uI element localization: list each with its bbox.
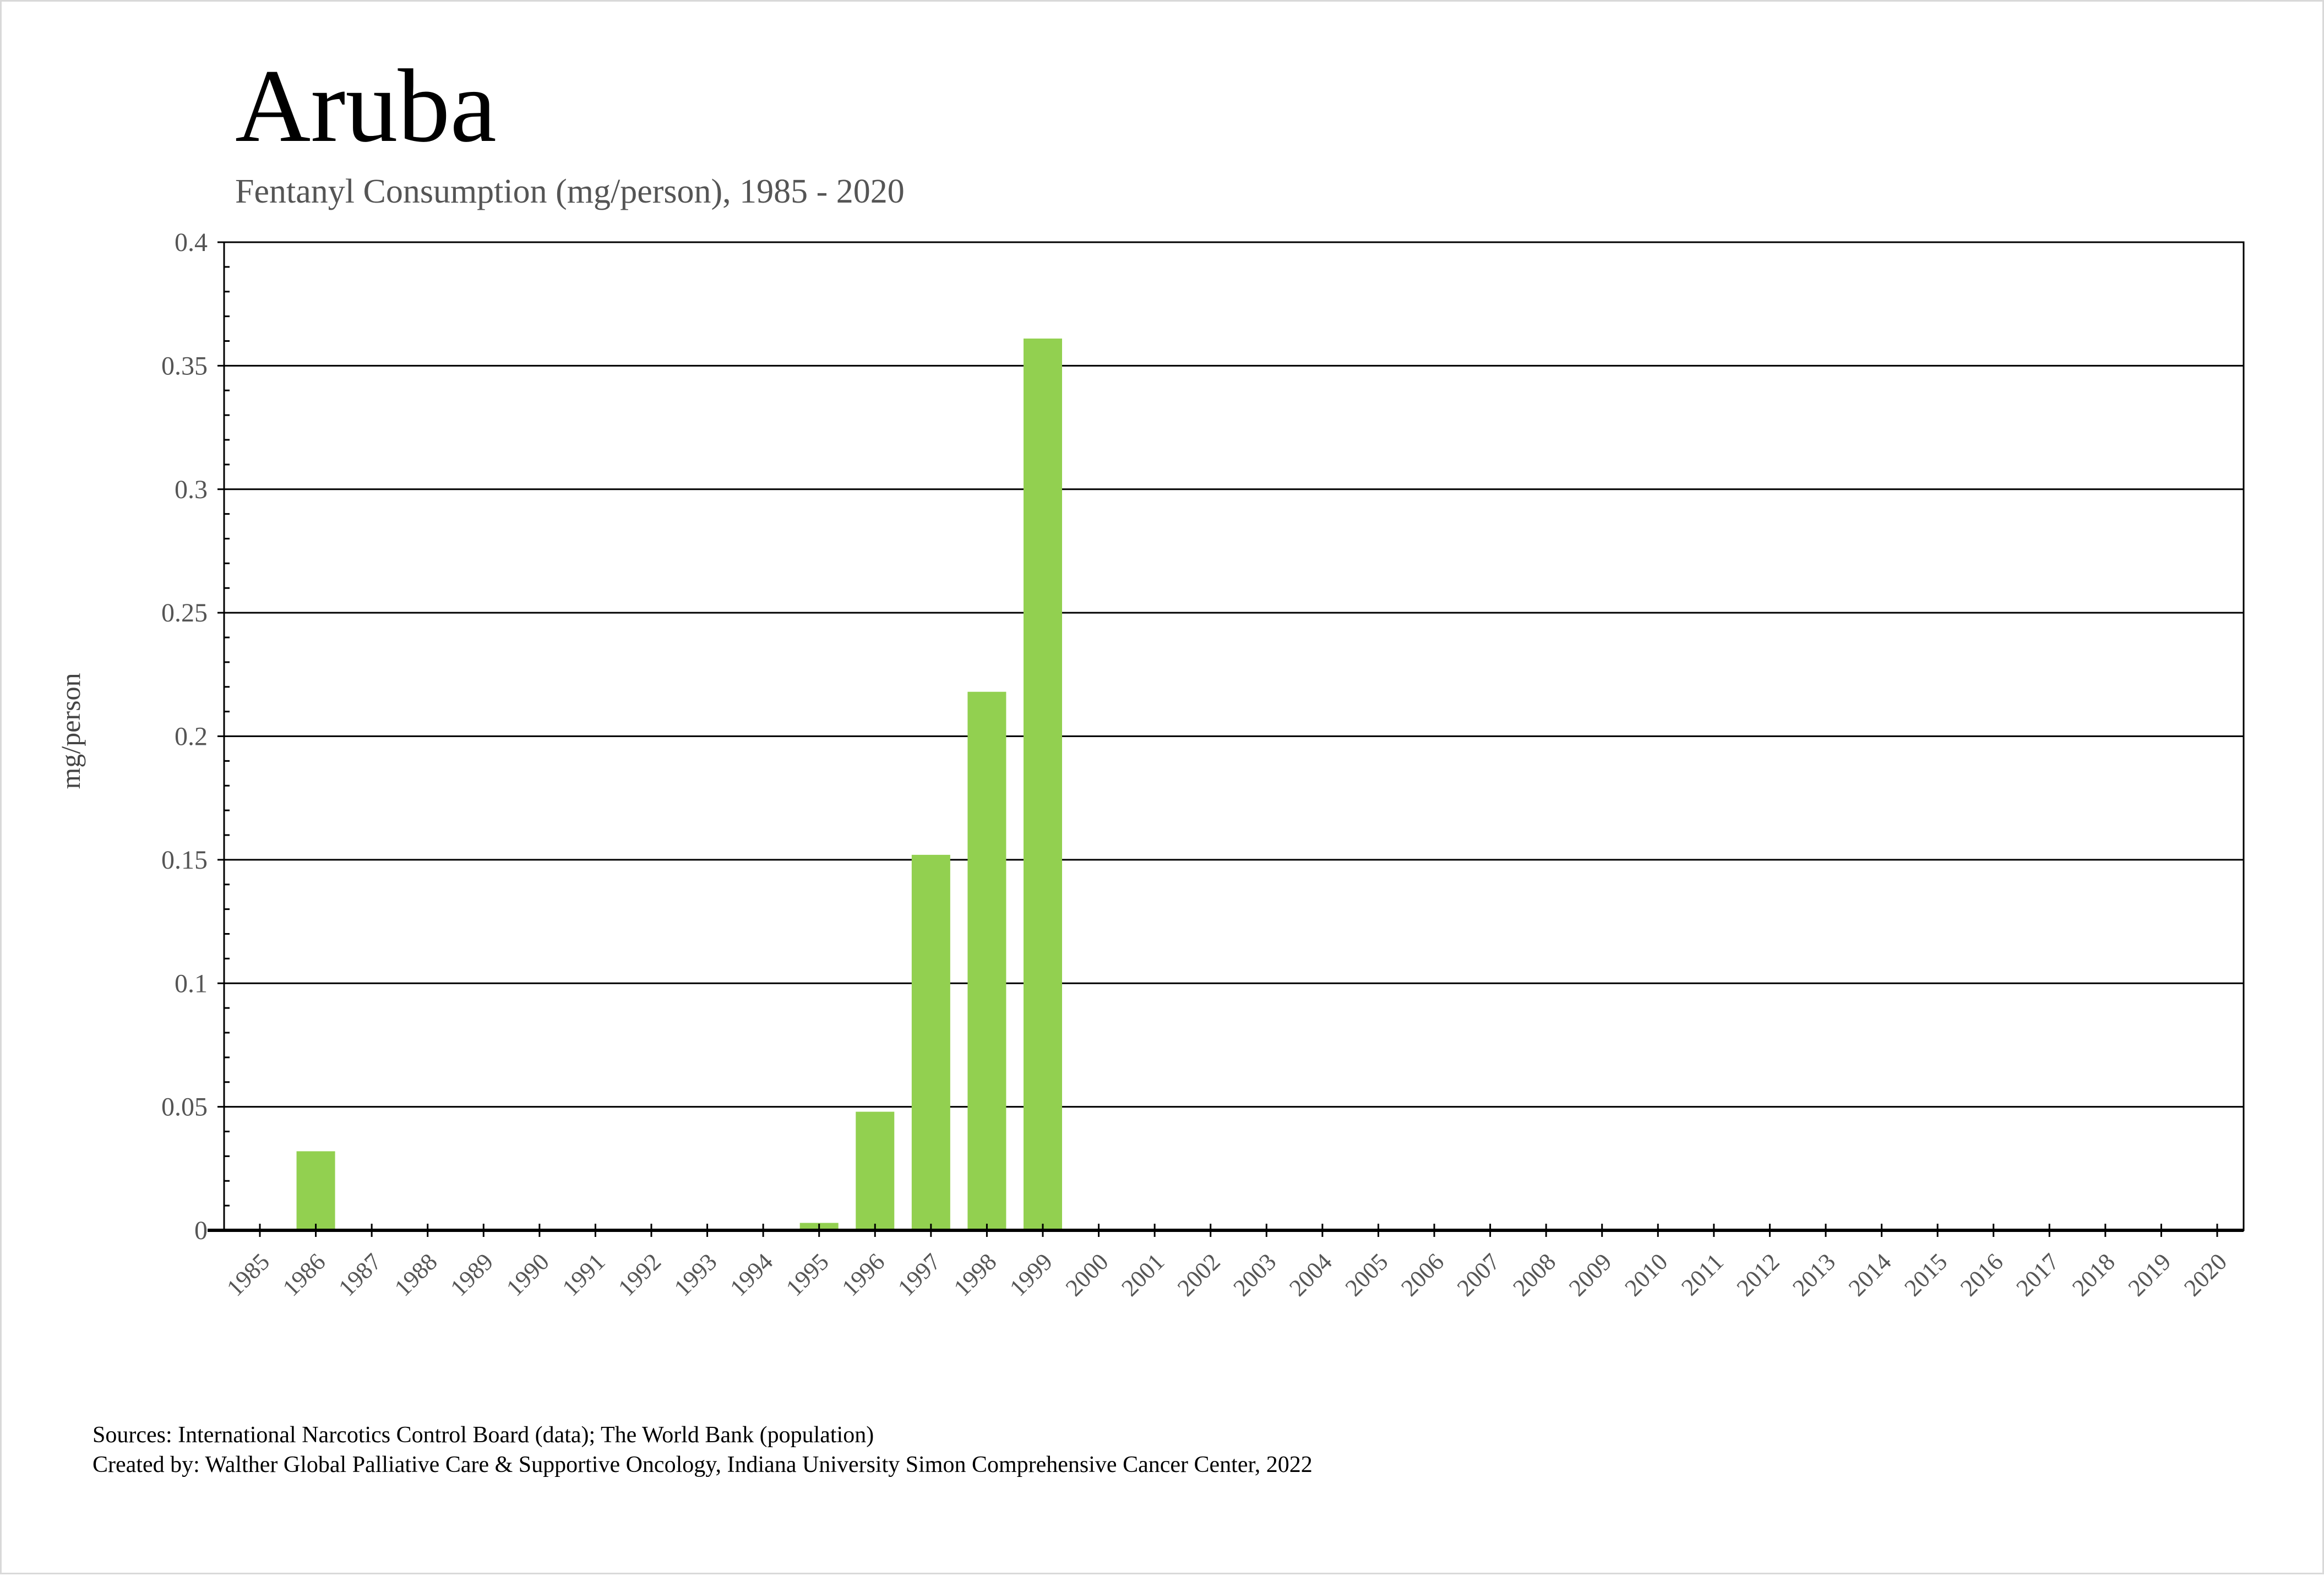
- x-tick-label: 2011: [1676, 1248, 1729, 1301]
- y-tick-label: 0.1: [175, 969, 208, 998]
- x-tick-label: 2001: [1116, 1248, 1169, 1301]
- x-tick-label: 2014: [1843, 1248, 1897, 1301]
- bar-1999: [1024, 339, 1062, 1231]
- x-tick-label: 1992: [613, 1248, 666, 1301]
- x-tick-label: 2012: [1732, 1248, 1785, 1301]
- x-tick-label: 2018: [2067, 1248, 2120, 1301]
- y-tick-label: 0.25: [161, 598, 208, 628]
- credits-note: Created by: Walther Global Palliative Ca…: [92, 1452, 1313, 1477]
- x-tick-label: 2007: [1452, 1248, 1505, 1301]
- x-tick-label: 2020: [2179, 1248, 2232, 1301]
- y-tick-label: 0.3: [175, 475, 208, 504]
- x-tick-label: 1988: [389, 1248, 443, 1301]
- chart-subtitle: Fentanyl Consumption (mg/person), 1985 -…: [235, 173, 905, 210]
- x-tick-label: 2013: [1787, 1248, 1841, 1301]
- x-tick-label: 1995: [781, 1248, 834, 1301]
- x-tick-label: 2005: [1340, 1248, 1394, 1301]
- x-tick-label: 1998: [949, 1248, 1002, 1301]
- x-tick-label: 2015: [1899, 1248, 1952, 1301]
- x-tick-label: 1991: [557, 1248, 611, 1301]
- bar-1998: [967, 691, 1006, 1230]
- x-tick-label: 2019: [2123, 1248, 2176, 1301]
- x-tick-label: 2006: [1396, 1248, 1449, 1301]
- chart-title: Aruba: [235, 48, 497, 164]
- x-tick-label: 2016: [1955, 1248, 2009, 1301]
- x-tick-label: 1986: [277, 1248, 331, 1301]
- x-tick-label: 2009: [1564, 1248, 1617, 1301]
- x-tick-label: 2004: [1284, 1248, 1337, 1301]
- x-tick-label: 2002: [1172, 1248, 1226, 1301]
- x-tick-label: 2008: [1507, 1248, 1561, 1301]
- x-tick-label: 2003: [1228, 1248, 1281, 1301]
- y-tick-label: 0.4: [175, 228, 208, 257]
- sources-note: Sources: International Narcotics Control…: [92, 1422, 874, 1448]
- x-tick-label: 2017: [2011, 1248, 2064, 1301]
- x-tick-label: 1985: [221, 1248, 275, 1301]
- y-tick-label: 0: [194, 1216, 208, 1245]
- x-tick-label: 1996: [836, 1248, 890, 1301]
- x-tick-label: 1997: [892, 1248, 946, 1301]
- y-tick-label: 0.05: [161, 1093, 208, 1122]
- x-tick-label: 2010: [1619, 1248, 1673, 1301]
- x-tick-label: 1999: [1004, 1248, 1058, 1301]
- bar-1997: [911, 854, 950, 1230]
- y-tick-label: 0.2: [175, 722, 208, 751]
- x-tick-label: 1994: [725, 1248, 778, 1301]
- x-tick-label: 2000: [1060, 1248, 1114, 1301]
- x-tick-label: 1987: [333, 1248, 387, 1301]
- y-tick-label: 0.15: [161, 846, 208, 875]
- x-tick-label: 1993: [669, 1248, 722, 1301]
- bar-1996: [856, 1111, 895, 1230]
- x-tick-label: 1989: [445, 1248, 498, 1301]
- x-tick-label: 1990: [501, 1248, 554, 1301]
- bar-1986: [296, 1151, 335, 1230]
- y-tick-label: 0.35: [161, 351, 208, 380]
